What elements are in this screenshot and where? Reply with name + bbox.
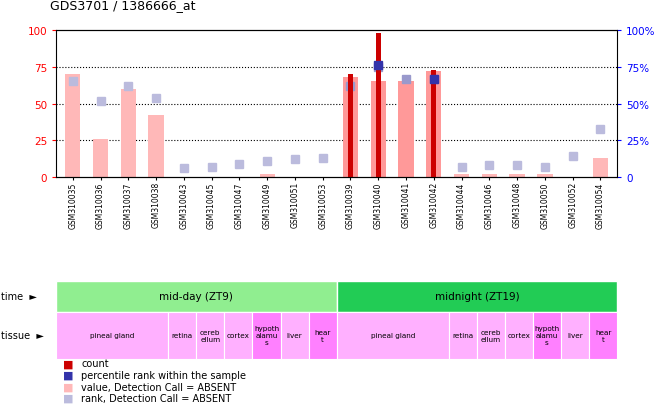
Text: midnight (ZT19): midnight (ZT19) <box>434 291 519 301</box>
Bar <box>56 281 337 312</box>
Bar <box>197 312 224 359</box>
Bar <box>259 175 275 178</box>
Bar <box>533 312 561 359</box>
Bar <box>280 312 309 359</box>
Bar <box>399 82 414 178</box>
Text: mid-day (ZT9): mid-day (ZT9) <box>160 291 233 301</box>
Text: pineal gland: pineal gland <box>90 332 135 339</box>
Bar <box>121 90 136 178</box>
Text: hypoth
alamu
s: hypoth alamu s <box>535 325 560 346</box>
Text: liver: liver <box>286 332 302 339</box>
Text: tissue  ►: tissue ► <box>1 330 44 341</box>
Text: time  ►: time ► <box>1 291 37 301</box>
Text: ■: ■ <box>63 393 73 403</box>
Bar <box>537 175 552 178</box>
Bar <box>343 78 358 178</box>
Bar <box>309 312 337 359</box>
Text: ■: ■ <box>63 382 73 392</box>
Bar <box>168 312 197 359</box>
Text: count: count <box>81 358 109 368</box>
Text: cereb
ellum: cereb ellum <box>200 329 220 342</box>
Text: percentile rank within the sample: percentile rank within the sample <box>81 370 246 380</box>
Text: retina: retina <box>452 332 473 339</box>
Text: ■: ■ <box>63 358 73 368</box>
Bar <box>337 281 617 312</box>
Text: liver: liver <box>567 332 583 339</box>
Bar <box>148 116 164 178</box>
Text: GDS3701 / 1386666_at: GDS3701 / 1386666_at <box>50 0 195 12</box>
Bar <box>449 312 477 359</box>
Bar <box>371 82 386 178</box>
Bar <box>337 312 449 359</box>
Bar <box>510 175 525 178</box>
Bar <box>252 312 280 359</box>
Bar <box>589 312 617 359</box>
Text: cortex: cortex <box>508 332 531 339</box>
Bar <box>348 75 353 178</box>
Bar <box>477 312 505 359</box>
Bar <box>431 71 436 178</box>
Text: pineal gland: pineal gland <box>370 332 415 339</box>
Text: hypoth
alamu
s: hypoth alamu s <box>254 325 279 346</box>
Text: value, Detection Call = ABSENT: value, Detection Call = ABSENT <box>81 382 236 392</box>
Bar <box>561 312 589 359</box>
Bar <box>65 75 81 178</box>
Bar <box>593 159 608 178</box>
Bar <box>56 312 168 359</box>
Text: cortex: cortex <box>227 332 250 339</box>
Text: ■: ■ <box>63 370 73 380</box>
Text: cereb
ellum: cereb ellum <box>480 329 501 342</box>
Bar <box>505 312 533 359</box>
Bar <box>224 312 252 359</box>
Bar <box>426 72 442 178</box>
Text: retina: retina <box>172 332 193 339</box>
Text: rank, Detection Call = ABSENT: rank, Detection Call = ABSENT <box>81 393 232 403</box>
Bar <box>93 140 108 178</box>
Text: hear
t: hear t <box>314 329 331 342</box>
Bar <box>376 34 381 178</box>
Bar <box>482 175 497 178</box>
Text: hear
t: hear t <box>595 329 611 342</box>
Bar <box>454 175 469 178</box>
